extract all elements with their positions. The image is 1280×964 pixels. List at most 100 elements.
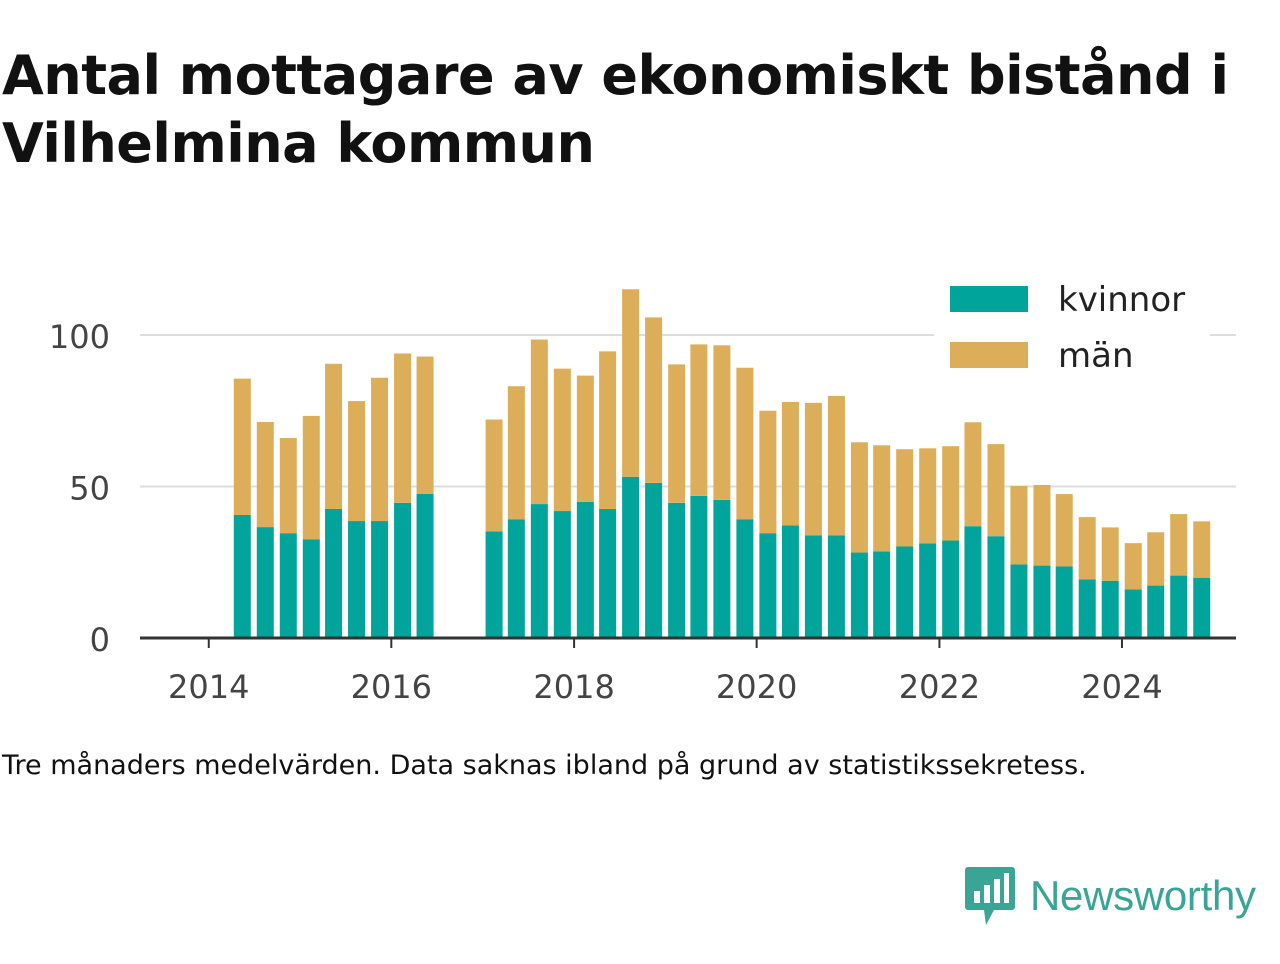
bar-man	[371, 377, 389, 522]
bar-kvinnor	[1055, 566, 1073, 638]
brand-name: Newsworthy	[1030, 872, 1256, 919]
bar-kvinnor	[1033, 565, 1051, 638]
bars	[233, 289, 1211, 638]
bar-man	[850, 442, 868, 553]
bar-man	[919, 448, 937, 544]
bar-man	[987, 444, 1005, 537]
newsworthy-logo-icon	[965, 867, 1015, 925]
bar-man	[507, 386, 525, 520]
bar-kvinnor	[325, 508, 343, 638]
bar-man	[896, 449, 914, 547]
bar-kvinnor	[302, 539, 320, 638]
bar-kvinnor	[599, 508, 617, 638]
bar-kvinnor	[553, 511, 571, 638]
bar-man	[690, 344, 708, 496]
bar-kvinnor	[576, 501, 594, 638]
bar-kvinnor	[690, 495, 708, 638]
bar-kvinnor	[645, 482, 663, 638]
bar-kvinnor	[964, 526, 982, 638]
bar-man	[713, 345, 731, 500]
bar-man	[530, 339, 548, 505]
bar-man	[668, 364, 686, 503]
legend-swatch-kvinnor	[950, 286, 1028, 312]
bar-man	[1033, 484, 1051, 566]
bar-kvinnor	[1010, 564, 1028, 638]
bar-man	[759, 410, 777, 534]
bar-man	[256, 421, 274, 528]
bar-kvinnor	[781, 525, 799, 638]
bar-kvinnor	[850, 552, 868, 638]
bar-man	[302, 415, 320, 540]
bar-man	[348, 401, 366, 522]
legend-swatch-man	[950, 342, 1028, 368]
x-tick-label: 2016	[351, 668, 432, 706]
bar-man	[1101, 527, 1119, 581]
bar-kvinnor	[371, 521, 389, 638]
x-tick-label: 2018	[533, 668, 614, 706]
legend: kvinnor män	[934, 272, 1210, 392]
bar-kvinnor	[942, 540, 960, 638]
y-tick-label: 50	[69, 470, 110, 508]
legend-label-kvinnor: kvinnor	[1058, 280, 1185, 320]
bar-kvinnor	[713, 499, 731, 638]
bar-man	[645, 317, 663, 483]
bar-kvinnor	[827, 535, 845, 638]
chart-caption: Tre månaders medelvärden. Data saknas ib…	[2, 750, 1087, 781]
bar-man	[416, 356, 434, 494]
bar-man	[622, 289, 640, 477]
bar-kvinnor	[507, 519, 525, 638]
x-tick-label: 2022	[899, 668, 980, 706]
bar-man	[964, 422, 982, 527]
bar-kvinnor	[394, 502, 412, 638]
bar-man	[1147, 532, 1165, 586]
bar-man	[873, 445, 891, 552]
page-title: Antal mottagare av ekonomiskt bistånd i …	[2, 44, 1229, 175]
bar-kvinnor	[1193, 577, 1211, 638]
bar-man	[1193, 521, 1211, 578]
bar-man	[781, 401, 799, 526]
bar-kvinnor	[233, 514, 251, 638]
bar-kvinnor	[1147, 585, 1165, 638]
bar-kvinnor	[736, 519, 754, 638]
bar-man	[1124, 543, 1142, 590]
bar-kvinnor	[759, 533, 777, 638]
legend-label-man: män	[1058, 336, 1134, 376]
bar-man	[804, 402, 822, 536]
y-tick-label: 0	[90, 621, 110, 659]
bar-man	[325, 363, 343, 509]
bar-man	[942, 446, 960, 541]
bar-kvinnor	[485, 531, 503, 638]
bar-man	[233, 378, 251, 515]
bar-man	[1055, 494, 1073, 567]
bar-kvinnor	[1170, 575, 1188, 638]
bar-man	[1078, 517, 1096, 580]
bar-kvinnor	[622, 476, 640, 638]
bar-man	[1010, 485, 1028, 565]
bar-man	[279, 438, 297, 534]
bar-man	[1170, 514, 1188, 576]
bar-kvinnor	[279, 533, 297, 638]
bar-kvinnor	[530, 504, 548, 638]
bar-kvinnor	[987, 536, 1005, 638]
brand-logo[interactable]: Newsworthy	[964, 864, 1256, 928]
bar-kvinnor	[896, 546, 914, 638]
bar-man	[599, 351, 617, 509]
bar-kvinnor	[1124, 589, 1142, 638]
bar-kvinnor	[256, 527, 274, 638]
y-tick-label: 100	[49, 318, 110, 356]
bar-man	[736, 367, 754, 520]
bar-man	[576, 375, 594, 502]
bar-man	[553, 368, 571, 512]
bar-kvinnor	[416, 493, 434, 638]
bar-kvinnor	[1078, 579, 1096, 638]
axes: 0 50 100 2014 2016 2018 2020 2022 2024	[49, 318, 1236, 706]
bar-man	[827, 395, 845, 536]
bar-kvinnor	[668, 502, 686, 638]
bar-man	[394, 353, 412, 503]
x-tick-label: 2014	[168, 668, 249, 706]
bar-kvinnor	[873, 551, 891, 638]
bar-kvinnor	[1101, 580, 1119, 638]
x-tick-label: 2020	[716, 668, 797, 706]
